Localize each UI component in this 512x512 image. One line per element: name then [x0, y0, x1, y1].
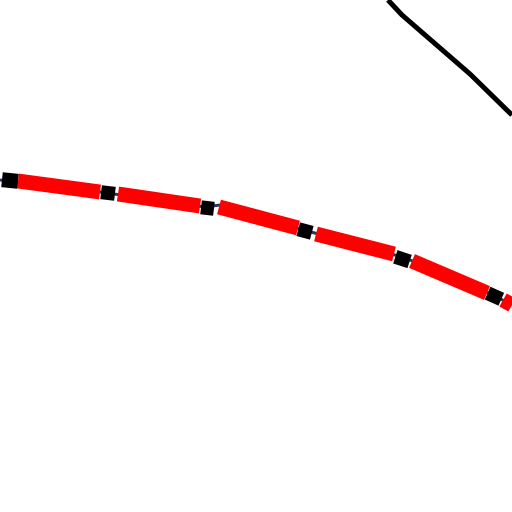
route-marker — [484, 286, 505, 306]
route-marker — [393, 250, 412, 269]
route-segment — [17, 173, 101, 200]
route-marker — [100, 185, 116, 201]
route-segment — [314, 226, 396, 262]
route-marker — [200, 200, 215, 216]
route-segment — [116, 186, 202, 214]
route-marker — [1, 172, 19, 189]
route-segment — [499, 293, 512, 312]
route-segments — [17, 173, 512, 312]
road — [386, 0, 512, 117]
route-segment — [409, 254, 490, 300]
route-segment — [217, 199, 300, 236]
route-markers — [1, 172, 505, 306]
route-marker — [296, 222, 314, 240]
